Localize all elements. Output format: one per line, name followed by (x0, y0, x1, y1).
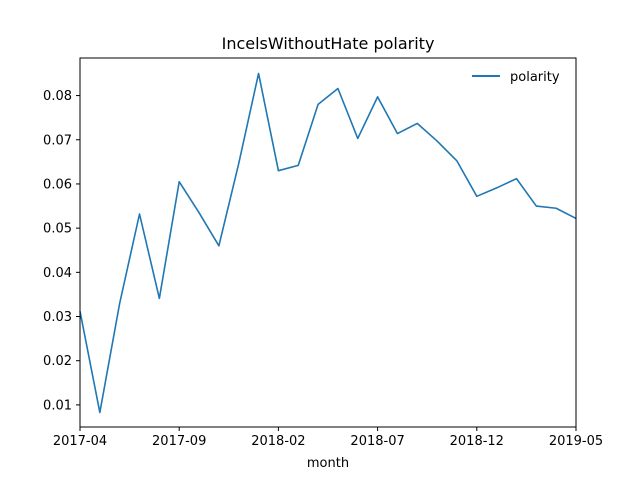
y-tick-label: 0.05 (43, 222, 72, 237)
y-tick-label: 0.02 (43, 354, 72, 369)
x-tick-label: 2018-07 (350, 434, 404, 449)
axes-frame (79, 57, 577, 428)
x-tick-label: 2019-05 (549, 434, 603, 449)
chart-title: IncelsWithoutHate polarity (222, 34, 435, 53)
y-tick-label: 0.06 (43, 177, 72, 192)
x-axis-title: month (307, 456, 349, 471)
y-tick-label: 0.03 (43, 310, 72, 325)
y-tick-label: 0.01 (43, 398, 72, 413)
series-line-polarity (79, 72, 577, 414)
y-tick-label: 0.08 (43, 89, 72, 104)
legend-label-polarity: polarity (510, 70, 560, 85)
x-tick-label: 2017-09 (152, 434, 206, 449)
x-tick-label: 2018-02 (251, 434, 305, 449)
x-axis: 2017-04 2017-09 2018-02 2018-07 2018-12 2019-… (53, 427, 603, 449)
x-tick-label: 2018-12 (450, 434, 504, 449)
x-tick-label: 2017-04 (53, 434, 107, 449)
legend: polarity (472, 70, 560, 85)
y-tick-label: 0.07 (43, 133, 72, 148)
y-axis: 0.01 0.02 0.03 0.04 0.05 0.06 0.07 0.08 (43, 89, 80, 413)
y-tick-label: 0.04 (43, 266, 72, 281)
plot-area (79, 72, 577, 414)
